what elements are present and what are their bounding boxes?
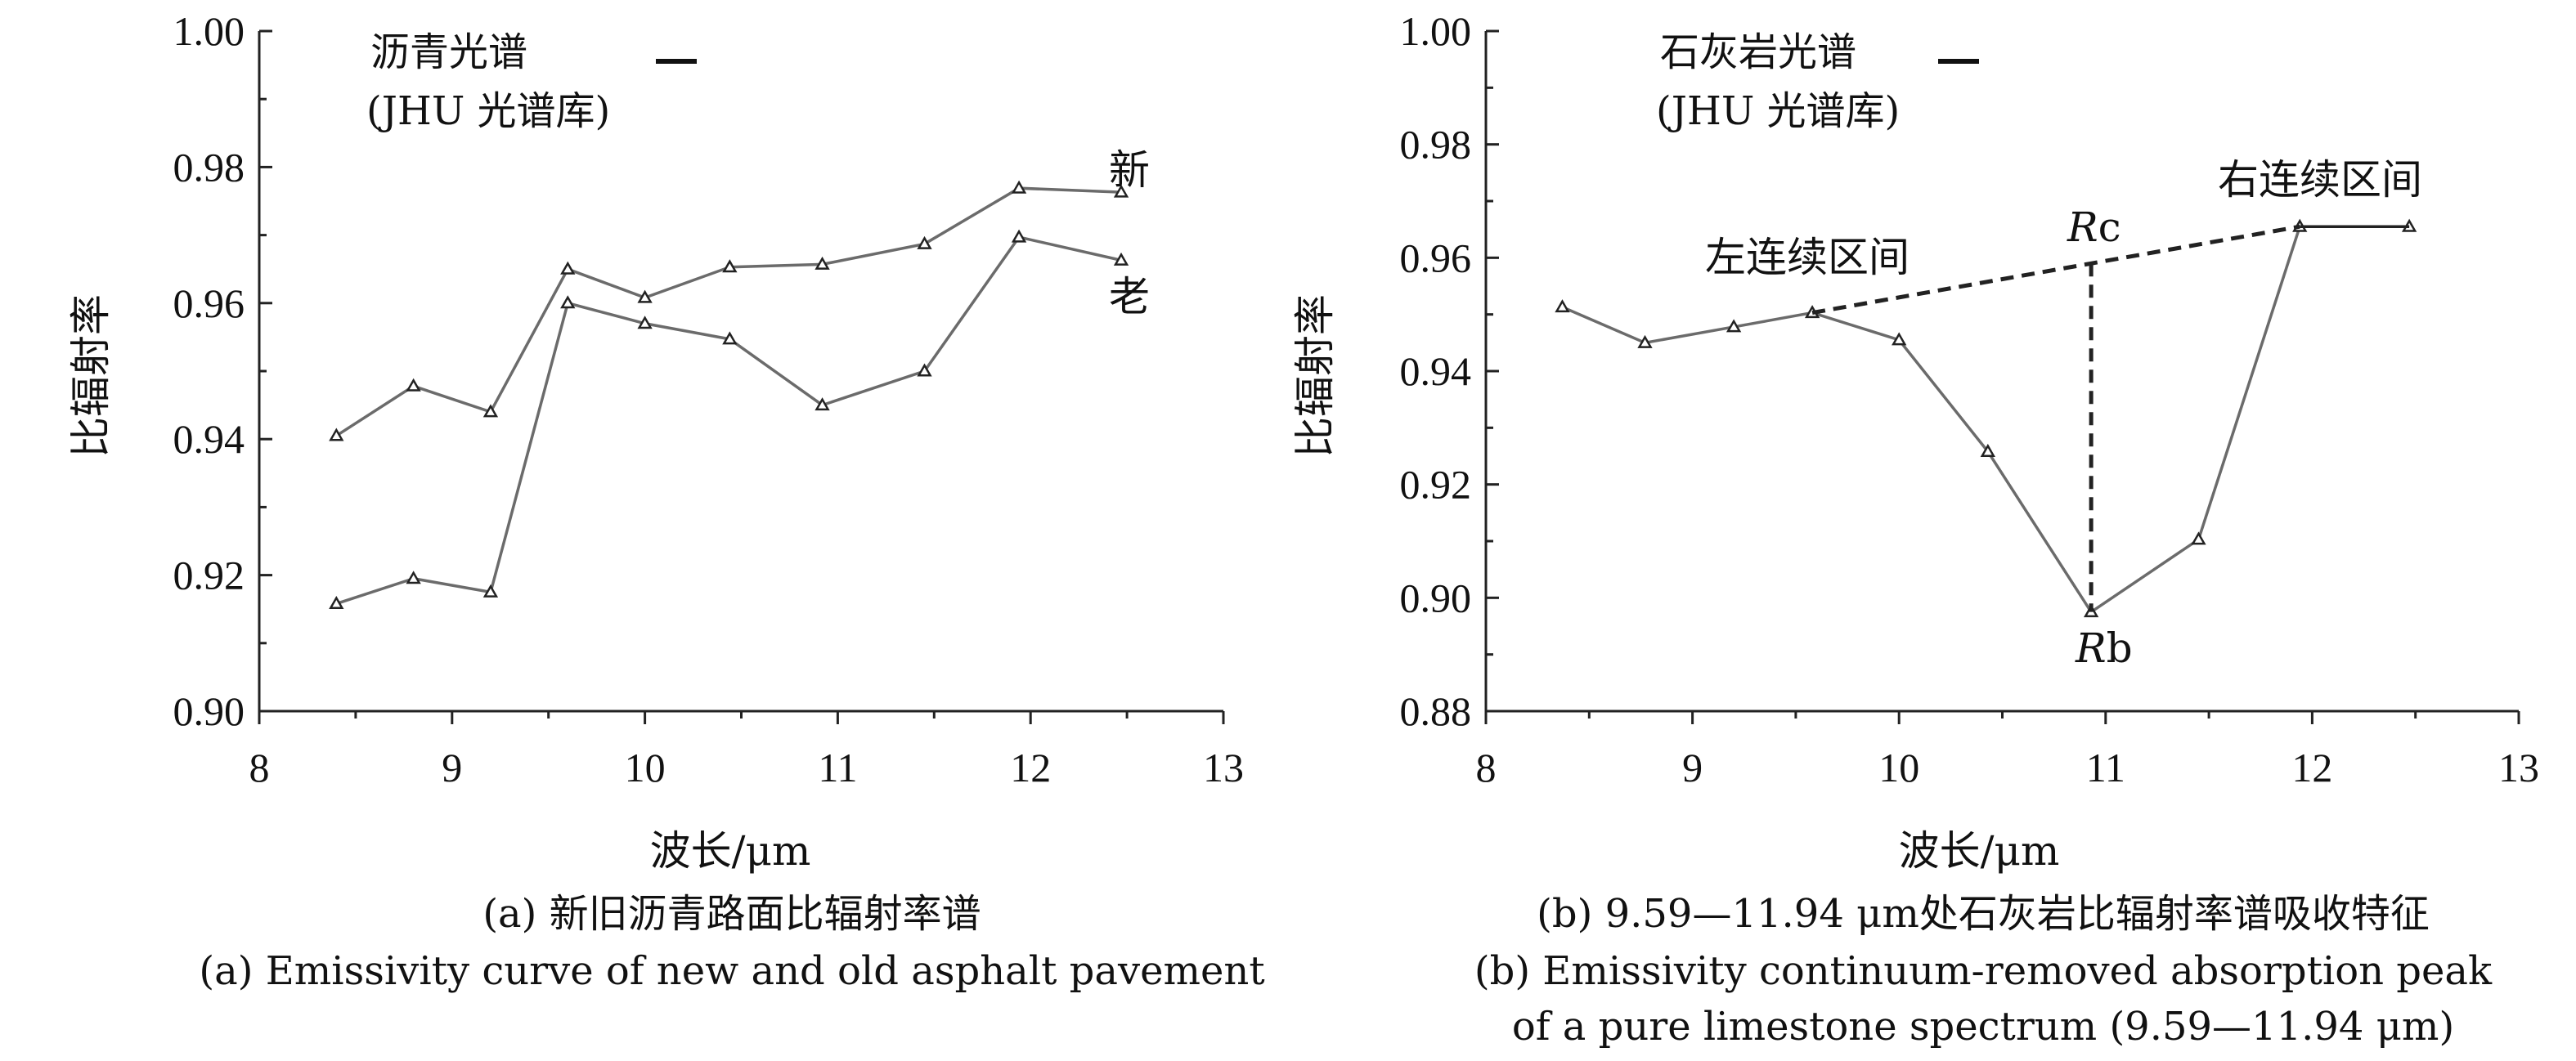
x-tick-label: 8: [249, 745, 270, 790]
series-line-1: [1561, 225, 2410, 615]
data-point-marker: [1011, 229, 1027, 243]
data-point-marker: [917, 363, 932, 377]
data-point-marker: [815, 256, 830, 270]
data-point-marker: [329, 428, 344, 441]
y-tick-label: 1.00: [1400, 8, 1472, 54]
y-tick-label: 0.98: [1400, 122, 1472, 168]
data-point-marker: [1980, 443, 1995, 457]
rc-label: Rc: [2067, 204, 2121, 251]
panel-b-ticks: 8 9 10 11 12 13 0.88 0.90 0.92 0.94 0.96 0.98 1.00: [1400, 8, 2540, 790]
panel-a-series: [329, 180, 1129, 610]
y-tick-label: 0.94: [173, 416, 245, 462]
rb-label: Rb: [2075, 625, 2133, 672]
x-tick-label: 8: [1476, 745, 1497, 790]
panel-b-legend-title: 石灰岩光谱: [1660, 29, 1856, 75]
y-tick-label: 0.90: [1400, 575, 1472, 620]
x-tick-label: 11: [818, 745, 857, 790]
x-tick-label: 12: [1010, 745, 1051, 790]
left-interval-label: 左连续区间: [1705, 234, 1910, 281]
right-interval-label: 右连续区间: [2218, 156, 2422, 204]
panel-b-series: [1555, 218, 2417, 618]
y-tick-label: 0.96: [1400, 235, 1472, 280]
data-point-marker: [2191, 531, 2206, 545]
y-tick-label: 1.00: [173, 8, 245, 54]
panel-a-caption-en: (a) Emissivity curve of new and old asph…: [199, 948, 1264, 994]
chart-panel-b: 8 9 10 11 12 13 0.88 0.90 0.92 0.94 0.96 0.98 1.00 石…: [1291, 8, 2539, 1050]
panel-a-xlabel: 波长/μm: [650, 827, 811, 875]
data-point-marker: [1892, 332, 1907, 346]
panel-a-caption-cn: (a) 新旧沥青路面比辐射率谱: [482, 891, 981, 937]
panel-b-continuum: [1811, 224, 2410, 612]
series-line-2: [335, 235, 1122, 606]
data-point-marker: [1726, 319, 1742, 333]
panel-a-legend-title: 沥青光谱: [370, 29, 527, 75]
y-tick-label: 0.88: [1400, 688, 1472, 734]
x-tick-label: 9: [1682, 745, 1703, 790]
y-tick-label: 0.96: [173, 280, 245, 326]
x-tick-label: 11: [2086, 745, 2125, 790]
data-point-marker: [560, 261, 576, 275]
data-point-marker: [1011, 180, 1027, 194]
data-point-marker: [406, 378, 421, 392]
data-point-marker: [1555, 299, 1570, 313]
data-point-marker: [637, 289, 653, 303]
x-tick-label: 10: [1878, 745, 1919, 790]
chart-panel-a: 8 9 10 11 12 130.900.920.940.960.981.00 沥青光谱 …: [67, 8, 1265, 994]
panel-b-caption-en-1: (b) Emissivity continuum-removed absorpt…: [1474, 948, 2493, 994]
panel-b-axes: [1484, 31, 2519, 713]
panel-b-legend-source: (JHU 光谱库): [1656, 88, 1900, 134]
series-line-1: [335, 186, 1122, 437]
data-point-marker: [722, 259, 738, 273]
x-tick-label: 13: [2498, 745, 2539, 790]
y-tick-label: 0.92: [1400, 462, 1472, 508]
panel-a-legend-source: (JHU 光谱库): [366, 88, 610, 134]
data-point-marker: [1113, 184, 1129, 198]
x-tick-label: 10: [625, 745, 666, 790]
data-point-marker: [637, 316, 653, 329]
continuum-line: [1811, 224, 2300, 316]
data-point-marker: [560, 295, 576, 309]
panel-b-ylabel: 比辐射率: [1291, 294, 1339, 458]
data-point-marker: [917, 235, 932, 249]
data-point-marker: [406, 571, 421, 584]
data-point-marker: [722, 331, 738, 345]
x-tick-label: 13: [1203, 745, 1244, 790]
panel-b-xlabel: 波长/μm: [1899, 827, 2060, 875]
y-tick-label: 0.94: [1400, 348, 1472, 394]
y-tick-label: 0.92: [173, 553, 245, 598]
y-tick-label: 0.98: [173, 144, 245, 190]
x-tick-label: 12: [2291, 745, 2332, 790]
series-label-old: 老: [1109, 273, 1150, 320]
panel-a-ticks: 8 9 10 11 12 13 0.90 0.92 0.94 0.96 0.98 1.00: [173, 8, 1245, 790]
x-tick-label: 9: [442, 745, 462, 790]
panel-b-caption-cn: (b) 9.59—11.94 μm处石灰岩比辐射率谱吸收特征: [1537, 891, 2430, 937]
panel-a-ylabel: 比辐射率: [67, 294, 114, 458]
data-point-marker: [1113, 252, 1129, 266]
data-point-marker: [482, 584, 499, 598]
data-point-marker: [482, 404, 499, 418]
data-point-marker: [329, 596, 344, 610]
data-point-marker: [815, 397, 830, 411]
data-point-marker: [1637, 334, 1653, 348]
y-tick-label: 0.90: [173, 688, 245, 734]
panel-b-caption-en-2: of a pure limestone spectrum (9.59—11.94…: [1512, 1004, 2454, 1050]
series-label-new: 新: [1109, 146, 1150, 194]
